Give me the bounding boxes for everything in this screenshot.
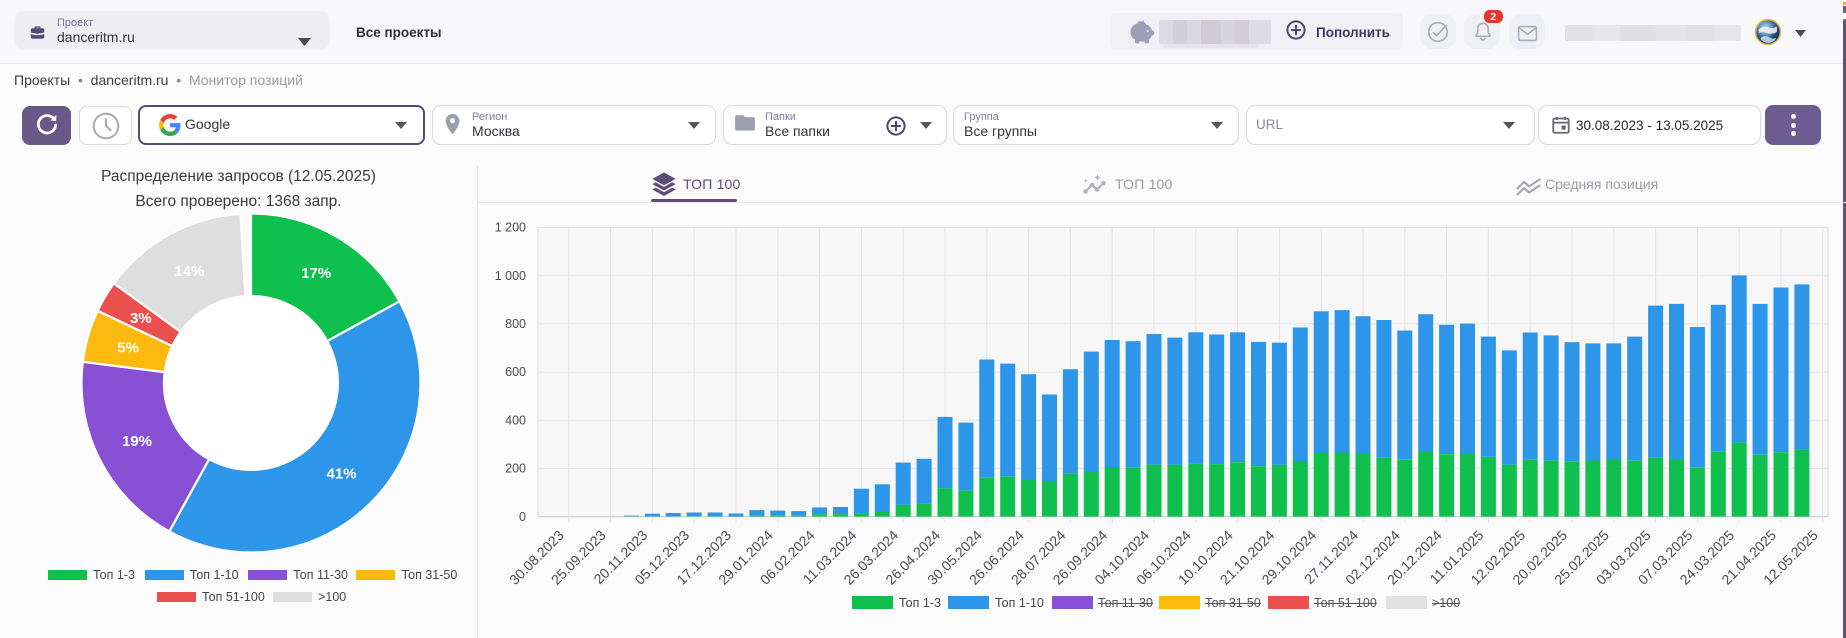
svg-text:1 000: 1 000 xyxy=(495,269,526,283)
svg-text:14%: 14% xyxy=(174,263,204,280)
svg-text:19%: 19% xyxy=(122,433,152,450)
svg-text:17%: 17% xyxy=(301,265,331,282)
svg-text:1 200: 1 200 xyxy=(495,221,526,235)
svg-text:200: 200 xyxy=(505,462,526,476)
svg-text:5%: 5% xyxy=(117,339,139,356)
svg-text:800: 800 xyxy=(505,317,526,331)
svg-text:3%: 3% xyxy=(130,310,152,327)
svg-text:600: 600 xyxy=(505,365,526,379)
svg-text:41%: 41% xyxy=(326,466,356,483)
svg-text:0: 0 xyxy=(519,510,526,524)
svg-text:400: 400 xyxy=(505,413,526,427)
